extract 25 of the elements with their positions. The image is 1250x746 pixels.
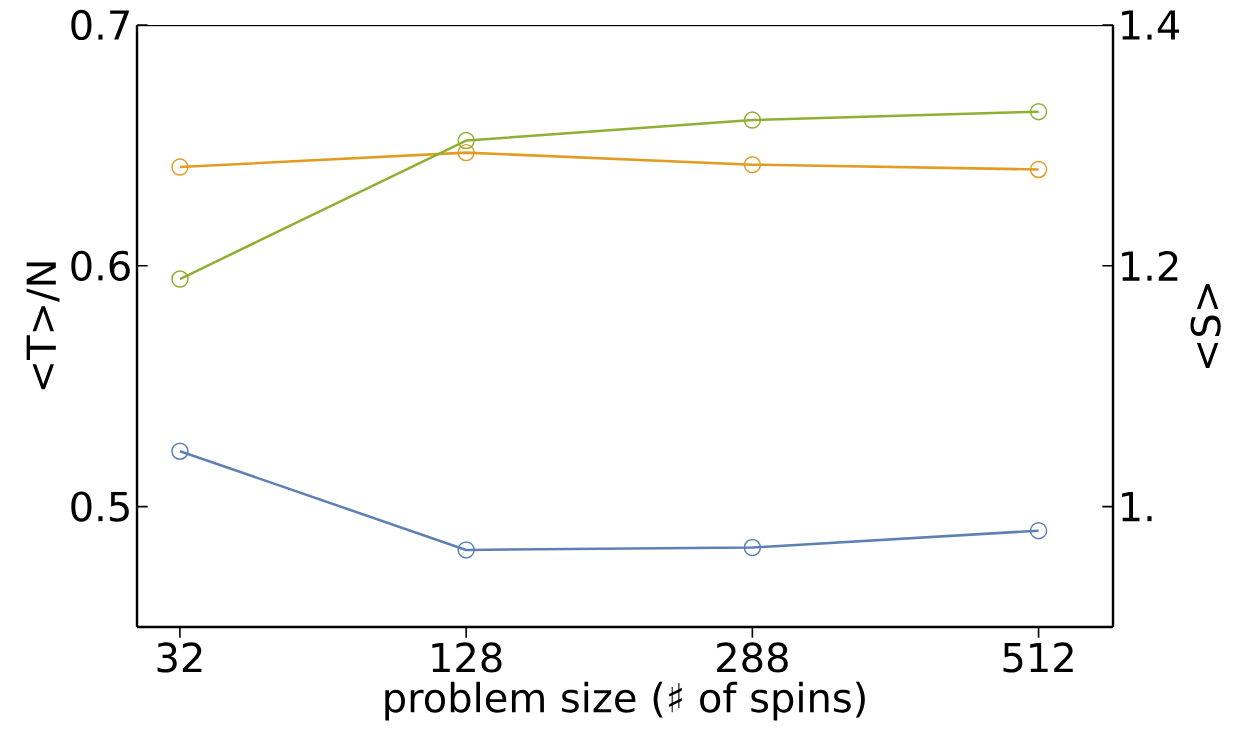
x-tick-label: 512 [1003, 642, 1073, 673]
point [457, 143, 475, 162]
point [1029, 521, 1048, 540]
point [171, 270, 189, 288]
y2-axis-title: <S> [1190, 284, 1221, 368]
x-tick-label: 128 [432, 642, 502, 673]
y-axis-title: <T>/N [26, 262, 60, 390]
point [457, 541, 475, 559]
point [171, 442, 189, 460]
x-axis-title: problem size (♯ of spins) [385, 681, 865, 721]
point [457, 131, 475, 150]
point [171, 158, 189, 176]
point [1029, 160, 1048, 179]
y-tick-label: 0.5 [71, 491, 129, 522]
point [1029, 102, 1048, 121]
y-tick-label: 0.7 [71, 9, 129, 41]
y2-tick-label: 1.4 [1122, 10, 1180, 40]
y2-tick-label: 1. [1122, 492, 1152, 522]
y-tick-label: 0.6 [71, 250, 130, 281]
point [743, 538, 762, 557]
x-tick-label: 32 [157, 642, 202, 673]
y2-tick-label: 1.2 [1122, 250, 1178, 281]
point [743, 155, 762, 174]
point [743, 111, 762, 129]
x-tick-label: 288 [717, 642, 788, 673]
